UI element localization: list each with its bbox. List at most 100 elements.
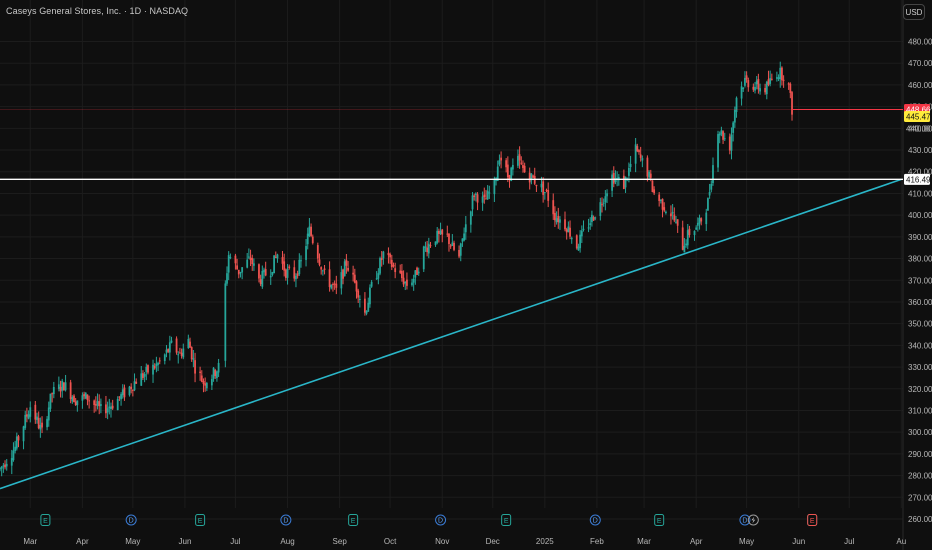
candle-body — [770, 78, 773, 80]
event-markers[interactable]: EDEDEDEDEDEE — [40, 514, 818, 526]
candle-body — [429, 245, 432, 247]
candle-body — [728, 136, 731, 151]
candle-body — [417, 271, 420, 274]
candle-body — [745, 75, 748, 80]
candle-body — [782, 79, 785, 81]
candle-body — [775, 77, 778, 79]
price-label: 445.47 — [906, 112, 931, 121]
price-label: 416.49 — [906, 175, 931, 184]
x-tick-label: Oct — [384, 537, 397, 546]
y-tick-label: 270.00 — [908, 493, 932, 502]
y-tick-label: 470.00 — [908, 59, 932, 68]
y-tick-label: 460.00 — [908, 81, 932, 90]
candle-body — [474, 193, 477, 195]
candle-body — [733, 109, 736, 123]
candle-body — [500, 157, 503, 161]
candle-body — [111, 405, 114, 409]
candle-body — [0, 468, 1, 470]
candle-body — [735, 97, 738, 112]
candle-body — [14, 446, 17, 451]
candle-body — [52, 387, 55, 395]
time-axis[interactable]: Mar Apr May Jun Jul Aug Sep Oct Nov Dec 2025 Feb Mar… — [23, 537, 906, 546]
candle-body — [142, 373, 144, 379]
candle-body — [76, 400, 79, 406]
candle-body — [604, 196, 607, 203]
candle-body — [557, 216, 560, 223]
candle-body — [658, 194, 661, 202]
candle-body — [651, 180, 654, 193]
candle-body — [283, 261, 286, 271]
candle-body — [661, 198, 664, 210]
candle-body — [717, 134, 719, 168]
candle-body — [380, 257, 383, 260]
candle-body — [234, 255, 237, 264]
x-tick-label: Nov — [435, 537, 449, 546]
candle-body — [271, 272, 274, 275]
candle-body — [392, 265, 395, 267]
drawn-lines — [0, 109, 903, 490]
candle-body — [353, 274, 356, 283]
candle-body — [121, 389, 124, 396]
candle-body — [424, 246, 427, 248]
candle-body — [157, 362, 159, 365]
candle-body — [258, 264, 260, 279]
candle-body — [606, 193, 608, 197]
candle-body — [565, 229, 568, 233]
candle-body — [649, 173, 652, 178]
candle-body — [589, 223, 592, 225]
candle-body — [194, 360, 196, 374]
candle-body — [459, 243, 462, 256]
x-tick-label: May — [125, 537, 140, 546]
candle-body — [365, 311, 368, 314]
currency-button[interactable]: USD — [903, 4, 925, 20]
candle-body — [305, 246, 307, 260]
candle-body — [229, 257, 232, 259]
candle-body — [224, 283, 227, 361]
candle-body — [51, 393, 54, 395]
candle-body — [71, 397, 74, 402]
candle-body — [123, 387, 126, 398]
candle-body — [96, 401, 99, 406]
candle-body — [653, 189, 656, 194]
candle-body — [15, 436, 18, 449]
candle-body — [340, 272, 343, 289]
candle-body — [370, 281, 373, 287]
earnings-marker-label: E — [657, 518, 662, 525]
candle-body — [59, 386, 62, 392]
candle-body — [464, 224, 467, 233]
candle-body — [269, 275, 272, 278]
candle-body — [446, 233, 449, 235]
earnings-marker-label: E — [198, 518, 203, 525]
candle-body — [74, 401, 77, 406]
candle-body — [143, 373, 146, 377]
candle-body — [540, 183, 543, 188]
candle-body — [708, 192, 711, 196]
candle-body — [264, 269, 267, 276]
candle-body — [528, 172, 531, 183]
y-tick-label: 320.00 — [908, 385, 932, 394]
candle-body — [216, 371, 218, 379]
candle-body — [789, 83, 792, 93]
earnings-marker-label: E — [504, 518, 509, 525]
candle-body — [281, 257, 284, 264]
candle-body — [320, 267, 323, 270]
candle-body — [27, 414, 30, 419]
candle-body — [747, 80, 750, 88]
candle-body — [227, 255, 230, 273]
candle-body — [177, 354, 180, 356]
candle-body — [602, 202, 605, 204]
candle-body — [135, 381, 138, 384]
candle-body — [64, 382, 67, 391]
candle-body — [105, 404, 107, 414]
candle-body — [485, 198, 487, 200]
earnings-marker-icon — [654, 514, 665, 526]
candle-body — [787, 83, 790, 85]
candle-body — [559, 219, 561, 223]
candle-body — [155, 363, 158, 367]
price-axis[interactable]: 260.00 270.00 280.00 290.00 300.00 310.00 320.… — [904, 38, 932, 524]
candle-body — [352, 272, 355, 275]
candle-body — [298, 259, 301, 275]
candle-body — [437, 230, 440, 234]
y-tick-label: 480.00 — [908, 38, 932, 47]
